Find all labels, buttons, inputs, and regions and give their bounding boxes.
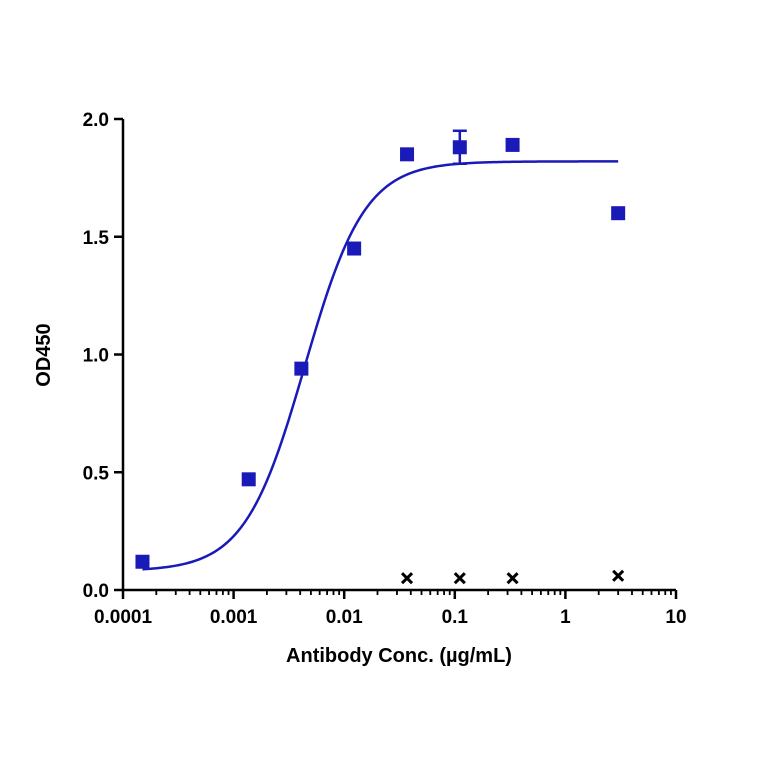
data-point-square [135, 554, 150, 569]
y-tick-label: 1.5 [83, 228, 110, 249]
x-tick-label: 0.001 [210, 607, 258, 628]
fit-curve [142, 160, 619, 571]
data-point-cross [506, 572, 519, 585]
data-point-square [611, 206, 626, 221]
y-axis-ticks: 0.0 0.5 1.0 1.5 2.0 [83, 110, 123, 602]
cross-stroke [400, 572, 414, 585]
data-point-cross [453, 572, 466, 585]
x-tick-label: 0.01 [326, 607, 363, 628]
data-point-square [241, 472, 256, 487]
x-tick-label: 0.0001 [94, 607, 153, 628]
cross-stroke [612, 569, 625, 582]
data-point-cross [612, 569, 625, 582]
x-axis-ticks: 0.0001 0.001 0.01 0.1 1 10 [94, 590, 687, 628]
data-point-cross [400, 572, 414, 585]
fit-curve-layer [142, 160, 619, 571]
x-tick-label: 0.1 [442, 607, 469, 628]
x-axis-title: Antibody Conc. (µg/mL) [286, 645, 512, 667]
y-tick-label: 2.0 [83, 110, 109, 131]
data-points-layer [135, 129, 626, 585]
cross-stroke [506, 572, 519, 585]
data-point-square [452, 140, 467, 155]
data-point-square [294, 361, 309, 376]
x-tick-label: 10 [665, 607, 686, 628]
axes-layer: 0.0001 0.001 0.01 0.1 1 10 0.0 0.5 1.0 1.5 2.0 [83, 110, 687, 628]
cross-stroke [453, 572, 466, 585]
data-point-square [400, 147, 415, 162]
y-tick-label: 0.5 [83, 463, 110, 484]
y-tick-label: 1.0 [83, 346, 109, 367]
y-axis-title: OD450 [33, 323, 55, 386]
data-point-square [505, 137, 520, 152]
data-point-square [347, 241, 362, 256]
y-tick-label: 0.0 [83, 581, 109, 602]
x-tick-label: 1 [560, 607, 571, 628]
